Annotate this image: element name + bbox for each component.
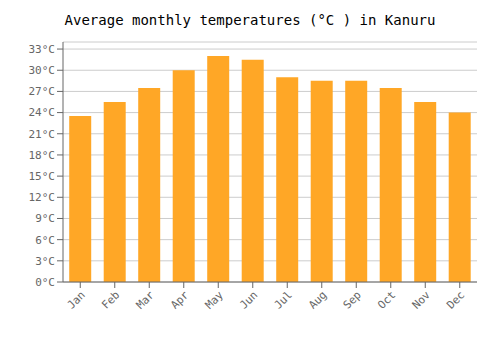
svg-text:Oct: Oct (375, 288, 398, 311)
svg-text:Mar: Mar (134, 288, 158, 312)
svg-text:Aug: Aug (306, 288, 329, 311)
svg-text:30°C: 30°C (29, 64, 56, 77)
svg-text:Apr: Apr (168, 288, 192, 312)
svg-text:Jun: Jun (237, 288, 260, 311)
svg-text:Feb: Feb (99, 288, 122, 311)
svg-text:3°C: 3°C (35, 255, 55, 268)
svg-text:May: May (203, 288, 227, 312)
svg-text:12°C: 12°C (29, 191, 56, 204)
svg-text:21°C: 21°C (29, 128, 56, 141)
html-text:Average monthly temperatures (: Average monthly temperatures (°C ) in Ka… (64, 12, 436, 28)
svg-text:0°C: 0°C (35, 276, 55, 289)
svg-text:9°C: 9°C (35, 212, 55, 225)
svg-text:Jan: Jan (65, 288, 88, 311)
svg-text:6°C: 6°C (35, 234, 55, 247)
svg-text:24°C: 24°C (29, 106, 56, 119)
svg-text:Jul: Jul (272, 288, 295, 311)
svg-text:Nov: Nov (410, 288, 434, 312)
svg-text:33°C: 33°C (29, 43, 56, 56)
svg-text:15°C: 15°C (29, 170, 56, 183)
svg-text:Sep: Sep (341, 288, 364, 311)
svg-text:18°C: 18°C (29, 149, 56, 162)
svg-text:27°C: 27°C (29, 85, 56, 98)
svg-text:Dec: Dec (444, 288, 467, 311)
